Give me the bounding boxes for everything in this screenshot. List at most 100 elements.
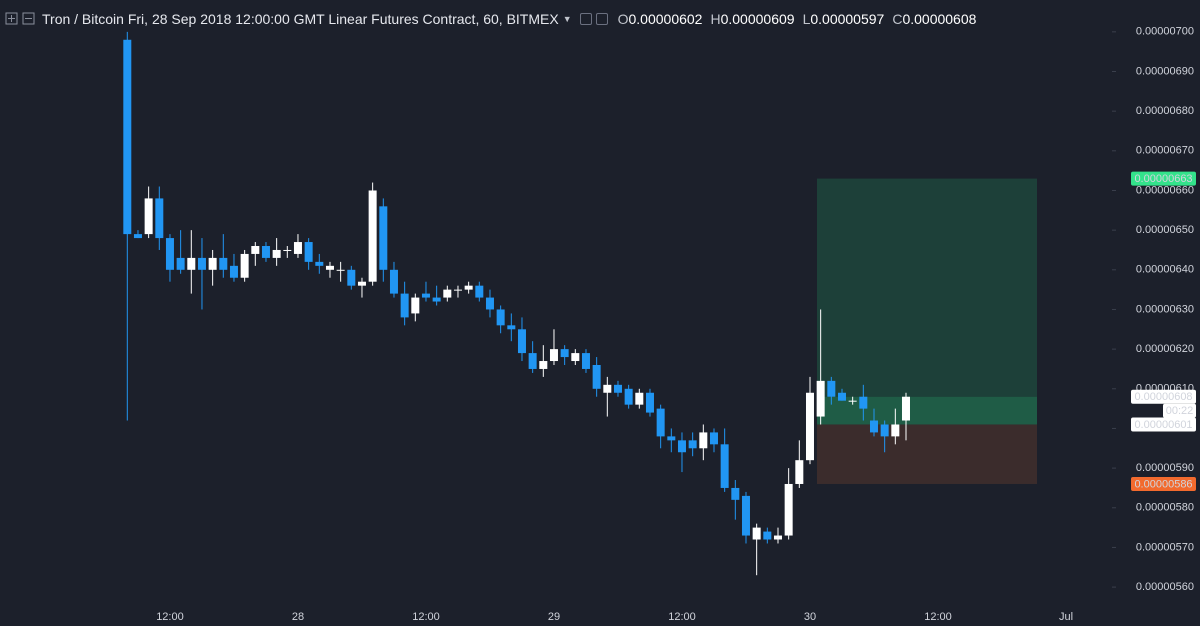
y-tick-label: 0.00000680 bbox=[1136, 105, 1194, 117]
icon[interactable] bbox=[579, 13, 592, 25]
y-tick-label: 0.00000650 bbox=[1136, 224, 1194, 236]
candle-body bbox=[475, 285, 484, 298]
candle-body bbox=[496, 309, 505, 326]
candle-body bbox=[144, 198, 153, 235]
candle-body bbox=[229, 265, 238, 278]
candle-body bbox=[677, 440, 686, 453]
candle-body bbox=[869, 420, 878, 433]
candle-body bbox=[816, 380, 825, 417]
ohlc-value: 0.00000608 bbox=[902, 11, 977, 27]
symbol-title[interactable]: Tron / Bitcoin Fri, 28 Sep 2018 12:00:00… bbox=[42, 11, 559, 27]
ohlc-key: O bbox=[617, 11, 629, 27]
y-tick-label: 0.00000690 bbox=[1136, 65, 1194, 77]
y-tick-label: 0.00000630 bbox=[1136, 303, 1194, 315]
candle-body bbox=[827, 380, 836, 397]
candle-body bbox=[197, 257, 206, 270]
candle-body bbox=[240, 253, 249, 278]
candle-body bbox=[645, 392, 654, 413]
candle-body bbox=[848, 400, 857, 402]
candle-body bbox=[453, 289, 462, 291]
icon[interactable] bbox=[22, 12, 35, 25]
header: Tron / Bitcoin Fri, 28 Sep 2018 12:00:00… bbox=[42, 11, 984, 27]
price-label: 0.00000586 bbox=[1134, 478, 1192, 490]
countdown-box bbox=[1163, 403, 1196, 418]
candle-body bbox=[688, 440, 697, 449]
candle-body bbox=[709, 432, 718, 445]
x-tick-label: 30 bbox=[804, 611, 816, 623]
icon[interactable] bbox=[595, 13, 608, 25]
candles bbox=[123, 31, 910, 576]
candle-body bbox=[336, 269, 345, 271]
candle-body bbox=[133, 234, 142, 239]
candle-body bbox=[325, 265, 334, 270]
x-tick-label: 29 bbox=[548, 611, 560, 623]
ohlc-value: 0.00000609 bbox=[720, 11, 795, 27]
price-label-box bbox=[1131, 389, 1196, 404]
candle-body bbox=[763, 531, 772, 540]
candle-body bbox=[389, 269, 398, 294]
candle-body bbox=[411, 297, 420, 314]
candle-body bbox=[635, 392, 644, 405]
y-tick-label: 0.00000580 bbox=[1136, 502, 1194, 514]
candle-body bbox=[784, 483, 793, 536]
candle-body bbox=[208, 257, 217, 270]
dropdown-caret[interactable]: ▼ bbox=[562, 14, 572, 24]
candle-body bbox=[752, 527, 761, 540]
candle-body bbox=[581, 353, 590, 369]
ohlc-legend: O 0.00000602 H 0.00000609 L 0.00000597 C 0.0000… bbox=[618, 11, 985, 27]
candle-body bbox=[613, 384, 622, 393]
price-label: 0.00000663 bbox=[1134, 173, 1192, 185]
candle-body bbox=[731, 487, 740, 500]
y-tick-label: 0.00000660 bbox=[1136, 184, 1194, 196]
candle-body bbox=[592, 364, 601, 389]
candle-body bbox=[699, 432, 708, 449]
candle-body bbox=[549, 349, 558, 362]
candle-body bbox=[507, 325, 516, 330]
candle-body bbox=[379, 206, 388, 270]
candle-body bbox=[443, 289, 452, 298]
candle-body bbox=[315, 261, 324, 266]
candle-body bbox=[464, 285, 473, 290]
candle-body bbox=[539, 361, 548, 369]
candle-body bbox=[891, 424, 900, 437]
candle-body bbox=[795, 460, 804, 484]
price-label-box bbox=[1131, 476, 1196, 491]
candle-body bbox=[251, 246, 260, 254]
icon[interactable] bbox=[5, 12, 18, 25]
candle-body bbox=[368, 190, 377, 282]
candle-body bbox=[165, 238, 174, 270]
candle-body bbox=[656, 408, 665, 437]
ohlc-value: 0.00000602 bbox=[628, 11, 703, 27]
candle-body bbox=[528, 353, 537, 369]
y-tick-label: 0.00000670 bbox=[1136, 145, 1194, 157]
ohlc-key: L bbox=[802, 11, 811, 27]
y-tick-label: 0.00000620 bbox=[1136, 343, 1194, 355]
toolbar-icons[interactable] bbox=[5, 12, 35, 25]
x-tick-label: 12:00 bbox=[924, 611, 952, 623]
x-tick-label: 12:00 bbox=[668, 611, 696, 623]
ohlc-key: C bbox=[892, 11, 903, 27]
candle-body bbox=[517, 329, 526, 354]
price-label: 0.00000608 bbox=[1134, 391, 1192, 403]
candle-body bbox=[176, 257, 185, 270]
x-tick-label: Jul bbox=[1059, 611, 1073, 623]
candle-body bbox=[805, 392, 814, 461]
y-tick-label: 0.00000640 bbox=[1136, 264, 1194, 276]
price-label-box bbox=[1131, 171, 1196, 186]
position-zone bbox=[817, 178, 1037, 397]
candle-body bbox=[773, 535, 782, 540]
candle-body bbox=[485, 297, 494, 310]
candle-body bbox=[667, 436, 676, 441]
x-tick-label: 12:00 bbox=[156, 611, 184, 623]
candle-body bbox=[720, 444, 729, 488]
ohlc-value: 0.00000597 bbox=[810, 11, 885, 27]
candle-body bbox=[155, 198, 164, 239]
candle-body bbox=[293, 242, 302, 254]
candle-body bbox=[347, 269, 356, 286]
position-zones bbox=[817, 178, 1037, 484]
candle-body bbox=[304, 242, 313, 262]
x-tick-label: 28 bbox=[292, 611, 304, 623]
position-zone bbox=[817, 424, 1037, 484]
